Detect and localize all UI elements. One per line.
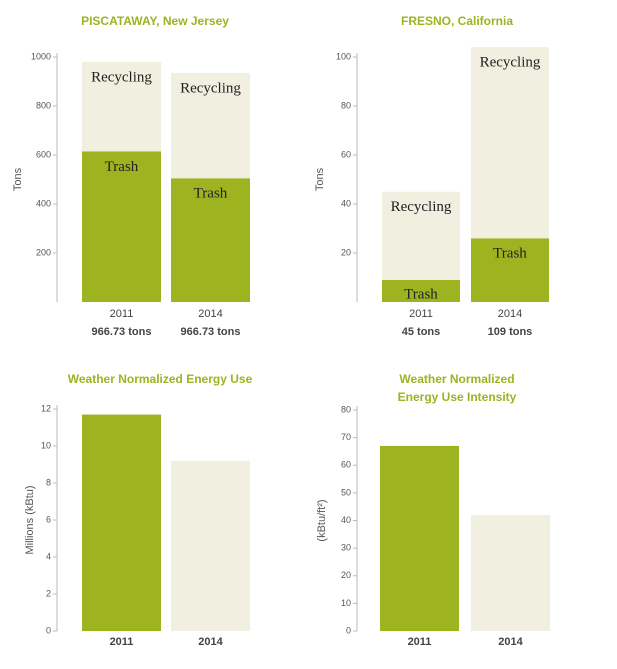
segment-label: Trash — [194, 186, 228, 202]
chart-title: PISCATAWAY, New Jersey — [81, 14, 229, 28]
y-axis-label: Millions (kBtu) — [24, 485, 36, 554]
x-tick-label: 2011 — [110, 636, 134, 648]
bar-segment — [171, 72, 250, 179]
bar — [171, 460, 250, 631]
segment-label: Trash — [404, 286, 438, 302]
y-tick-label: 0 — [346, 625, 351, 635]
bar-segment — [471, 238, 549, 302]
chart-title: Weather Normalized Energy Use — [68, 372, 253, 386]
y-tick-label: 50 — [341, 487, 351, 497]
y-tick-label: 400 — [36, 198, 51, 208]
y-tick-label: 60 — [341, 149, 351, 159]
y-tick-label: 10 — [341, 598, 351, 608]
x-tick-label: 2014 — [498, 636, 523, 648]
y-axis-label: Tons — [314, 167, 326, 191]
bar-segment — [471, 47, 549, 239]
total-label: 966.73 tons — [181, 326, 241, 338]
y-tick-label: 0 — [46, 625, 51, 635]
y-tick-label: 70 — [341, 432, 351, 442]
bar — [82, 414, 161, 631]
y-tick-label: 200 — [36, 247, 51, 257]
bar-segment — [382, 191, 460, 280]
chart-title: FRESNO, California — [401, 14, 513, 28]
segment-label: Trash — [493, 246, 527, 262]
y-tick-label: 40 — [341, 515, 351, 525]
bar — [471, 514, 550, 631]
y-tick-label: 20 — [341, 247, 351, 257]
total-label: 966.73 tons — [92, 326, 152, 338]
y-tick-label: 80 — [341, 404, 351, 414]
bar — [380, 445, 459, 631]
y-tick-label: 20 — [341, 570, 351, 580]
chart-title: Weather Normalized — [399, 372, 514, 386]
x-tick-label: 2011 — [408, 636, 432, 648]
y-axis-label: (kBtu/ft²) — [316, 499, 328, 541]
chart-title: Energy Use Intensity — [398, 390, 517, 404]
x-tick-label: 2011 — [110, 308, 134, 320]
segment-label: Recycling — [91, 69, 152, 85]
x-tick-label: 2011 — [409, 308, 433, 320]
y-tick-label: 12 — [41, 403, 51, 413]
bar-segment — [171, 178, 250, 302]
x-tick-label: 2014 — [498, 308, 522, 320]
y-tick-label: 8 — [46, 477, 51, 487]
bar-segment — [382, 279, 460, 302]
bar-segment — [82, 151, 161, 302]
x-tick-label: 2014 — [198, 636, 223, 648]
y-tick-label: 80 — [341, 100, 351, 110]
y-tick-label: 800 — [36, 100, 51, 110]
y-tick-label: 600 — [36, 149, 51, 159]
y-tick-label: 30 — [341, 543, 351, 553]
segment-label: Recycling — [391, 199, 452, 215]
y-tick-label: 6 — [46, 514, 51, 524]
segment-label: Trash — [105, 159, 139, 175]
y-tick-label: 4 — [46, 551, 51, 561]
y-tick-label: 60 — [341, 460, 351, 470]
x-tick-label: 2014 — [198, 308, 222, 320]
y-tick-label: 1000 — [31, 51, 51, 61]
y-axis-label: Tons — [12, 167, 24, 191]
total-label: 109 tons — [488, 326, 533, 338]
segment-label: Recycling — [180, 80, 241, 96]
segment-label: Recycling — [480, 55, 541, 71]
y-tick-label: 2 — [46, 588, 51, 598]
y-tick-label: 100 — [336, 51, 351, 61]
total-label: 45 tons — [402, 326, 441, 338]
bar-segment — [82, 61, 161, 152]
y-tick-label: 40 — [341, 198, 351, 208]
y-tick-label: 10 — [41, 440, 51, 450]
